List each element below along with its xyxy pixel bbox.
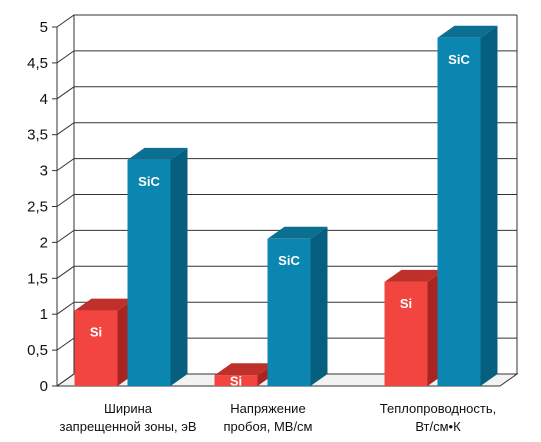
bar-top xyxy=(214,363,275,376)
bar-front xyxy=(384,281,428,386)
category-label: Теплопроводность, xyxy=(380,401,496,416)
gridline xyxy=(56,301,517,315)
bar-side xyxy=(170,147,188,386)
y-tick-label: 4 xyxy=(40,91,48,108)
category-label: Напряжение xyxy=(230,401,305,416)
gridline xyxy=(56,373,517,387)
bar-front xyxy=(437,37,481,387)
y-tick-label: 1,5 xyxy=(27,270,48,287)
bar-side xyxy=(480,25,498,387)
y-axis-ticks: 0 0,5 1 1,5 2 2,5 3 3,5 4 4,5 5 xyxy=(27,19,57,395)
bar-top xyxy=(74,298,135,311)
bar-top xyxy=(384,269,445,282)
bar-label: SiC xyxy=(138,174,160,189)
y-tick-label: 0 xyxy=(40,378,48,395)
gridline xyxy=(56,337,517,351)
category-label: запрещенной зоны, эВ xyxy=(59,419,196,434)
bar-sic-1: SiC xyxy=(127,147,188,386)
category-label: Ширина xyxy=(104,401,153,416)
gridline xyxy=(56,229,517,243)
gridline xyxy=(56,14,517,28)
bar-label: SiC xyxy=(278,253,300,268)
bar-top xyxy=(127,147,188,160)
bar-front xyxy=(214,375,258,386)
bar-front xyxy=(267,238,311,386)
y-tick-label: 3 xyxy=(40,163,48,180)
bar-label: Si xyxy=(230,374,242,389)
bars: Si SiC Si SiC Si SiC xyxy=(74,25,498,389)
category-label: пробоя, МВ/см xyxy=(224,419,313,434)
y-tick-label: 5 xyxy=(40,19,48,36)
y-tick-label: 0,5 xyxy=(27,342,48,359)
category-labels: Ширина запрещенной зоны, эВ Напряжение проб… xyxy=(59,401,496,434)
bar-top xyxy=(267,226,328,239)
bar-label: Si xyxy=(90,325,102,340)
gridline xyxy=(56,122,517,136)
y-tick-label: 2,5 xyxy=(27,199,48,216)
bar-si-2: Si xyxy=(214,363,275,389)
bar-front xyxy=(74,310,118,386)
category-label: Вт/см•К xyxy=(415,419,461,434)
bar-sic-3: SiC xyxy=(437,25,498,387)
gridline xyxy=(56,158,517,172)
bar-si-1: Si xyxy=(74,298,135,386)
y-tick-label: 2 xyxy=(40,234,48,251)
bar-label: Si xyxy=(400,296,412,311)
bar-front xyxy=(127,159,171,386)
bar-label: SiC xyxy=(448,52,470,67)
gridline xyxy=(56,265,517,279)
gridline xyxy=(56,50,517,64)
y-tick-label: 1 xyxy=(40,306,48,323)
bar-si-3: Si xyxy=(384,269,445,386)
bar-top xyxy=(437,25,498,38)
y-tick-label: 4,5 xyxy=(27,55,48,72)
gridline xyxy=(56,194,517,207)
bar-sic-2: SiC xyxy=(267,226,328,386)
gridline xyxy=(56,86,517,100)
bar-side xyxy=(310,226,328,386)
y-tick-label: 3,5 xyxy=(27,127,48,144)
